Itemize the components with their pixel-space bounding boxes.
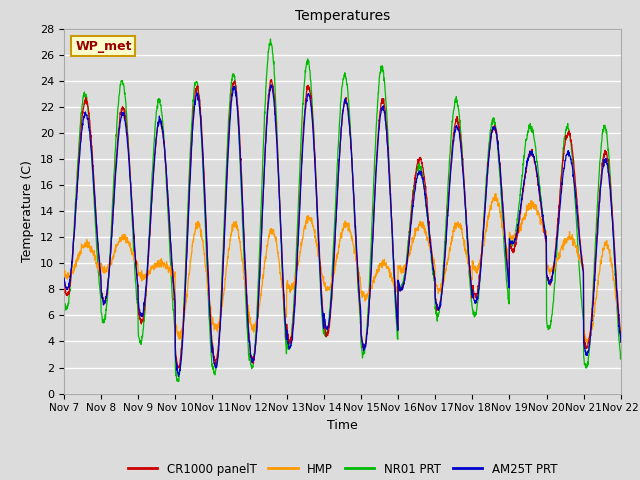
X-axis label: Time: Time xyxy=(327,419,358,432)
Text: WP_met: WP_met xyxy=(75,40,132,53)
Y-axis label: Temperature (C): Temperature (C) xyxy=(22,160,35,262)
Legend: CR1000 panelT, HMP, NR01 PRT, AM25T PRT: CR1000 panelT, HMP, NR01 PRT, AM25T PRT xyxy=(123,458,562,480)
Title: Temperatures: Temperatures xyxy=(295,10,390,24)
